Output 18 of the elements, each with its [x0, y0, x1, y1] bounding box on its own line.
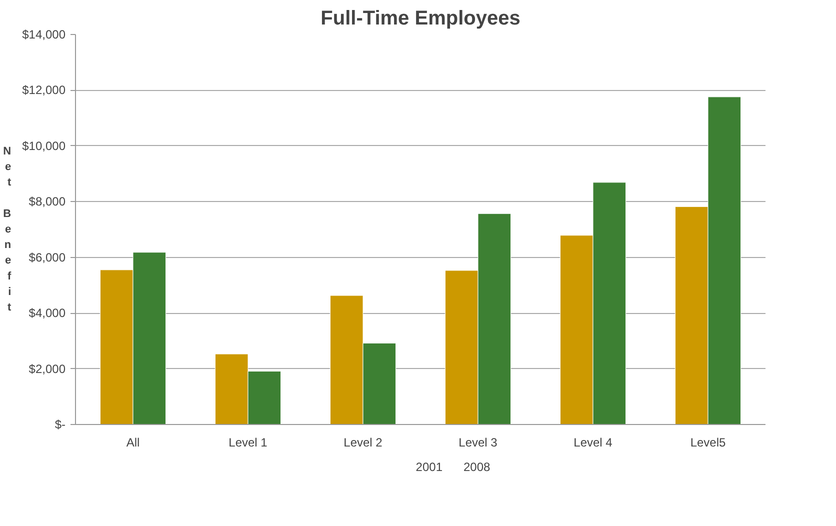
- x-tick-label: All: [126, 436, 140, 450]
- x-tick-label: Level 2: [344, 436, 383, 450]
- text: 2008: [464, 460, 490, 474]
- x-tick-label: Level5: [690, 436, 726, 450]
- y-tick-label: $12,000: [22, 83, 66, 98]
- x-tick-label: Level 3: [458, 436, 498, 450]
- y-tick-label: $6,000: [28, 250, 66, 264]
- y-tick-label: $10,000: [22, 138, 66, 153]
- x-tick-label: Level 4: [574, 436, 613, 450]
- text: 2001: [416, 460, 442, 474]
- y-tick-label: $2,000: [28, 362, 66, 376]
- y-tick-label: $14,000: [22, 28, 66, 42]
- chart-title: Full-Time Employees: [320, 8, 520, 30]
- y-tick-label: $4,000: [28, 306, 66, 320]
- text: Net Benefit: [3, 146, 12, 314]
- y-tick-label: $8,000: [28, 194, 66, 209]
- y-tick-label: $-: [54, 418, 66, 432]
- x-tick-label: Level 1: [228, 436, 268, 450]
